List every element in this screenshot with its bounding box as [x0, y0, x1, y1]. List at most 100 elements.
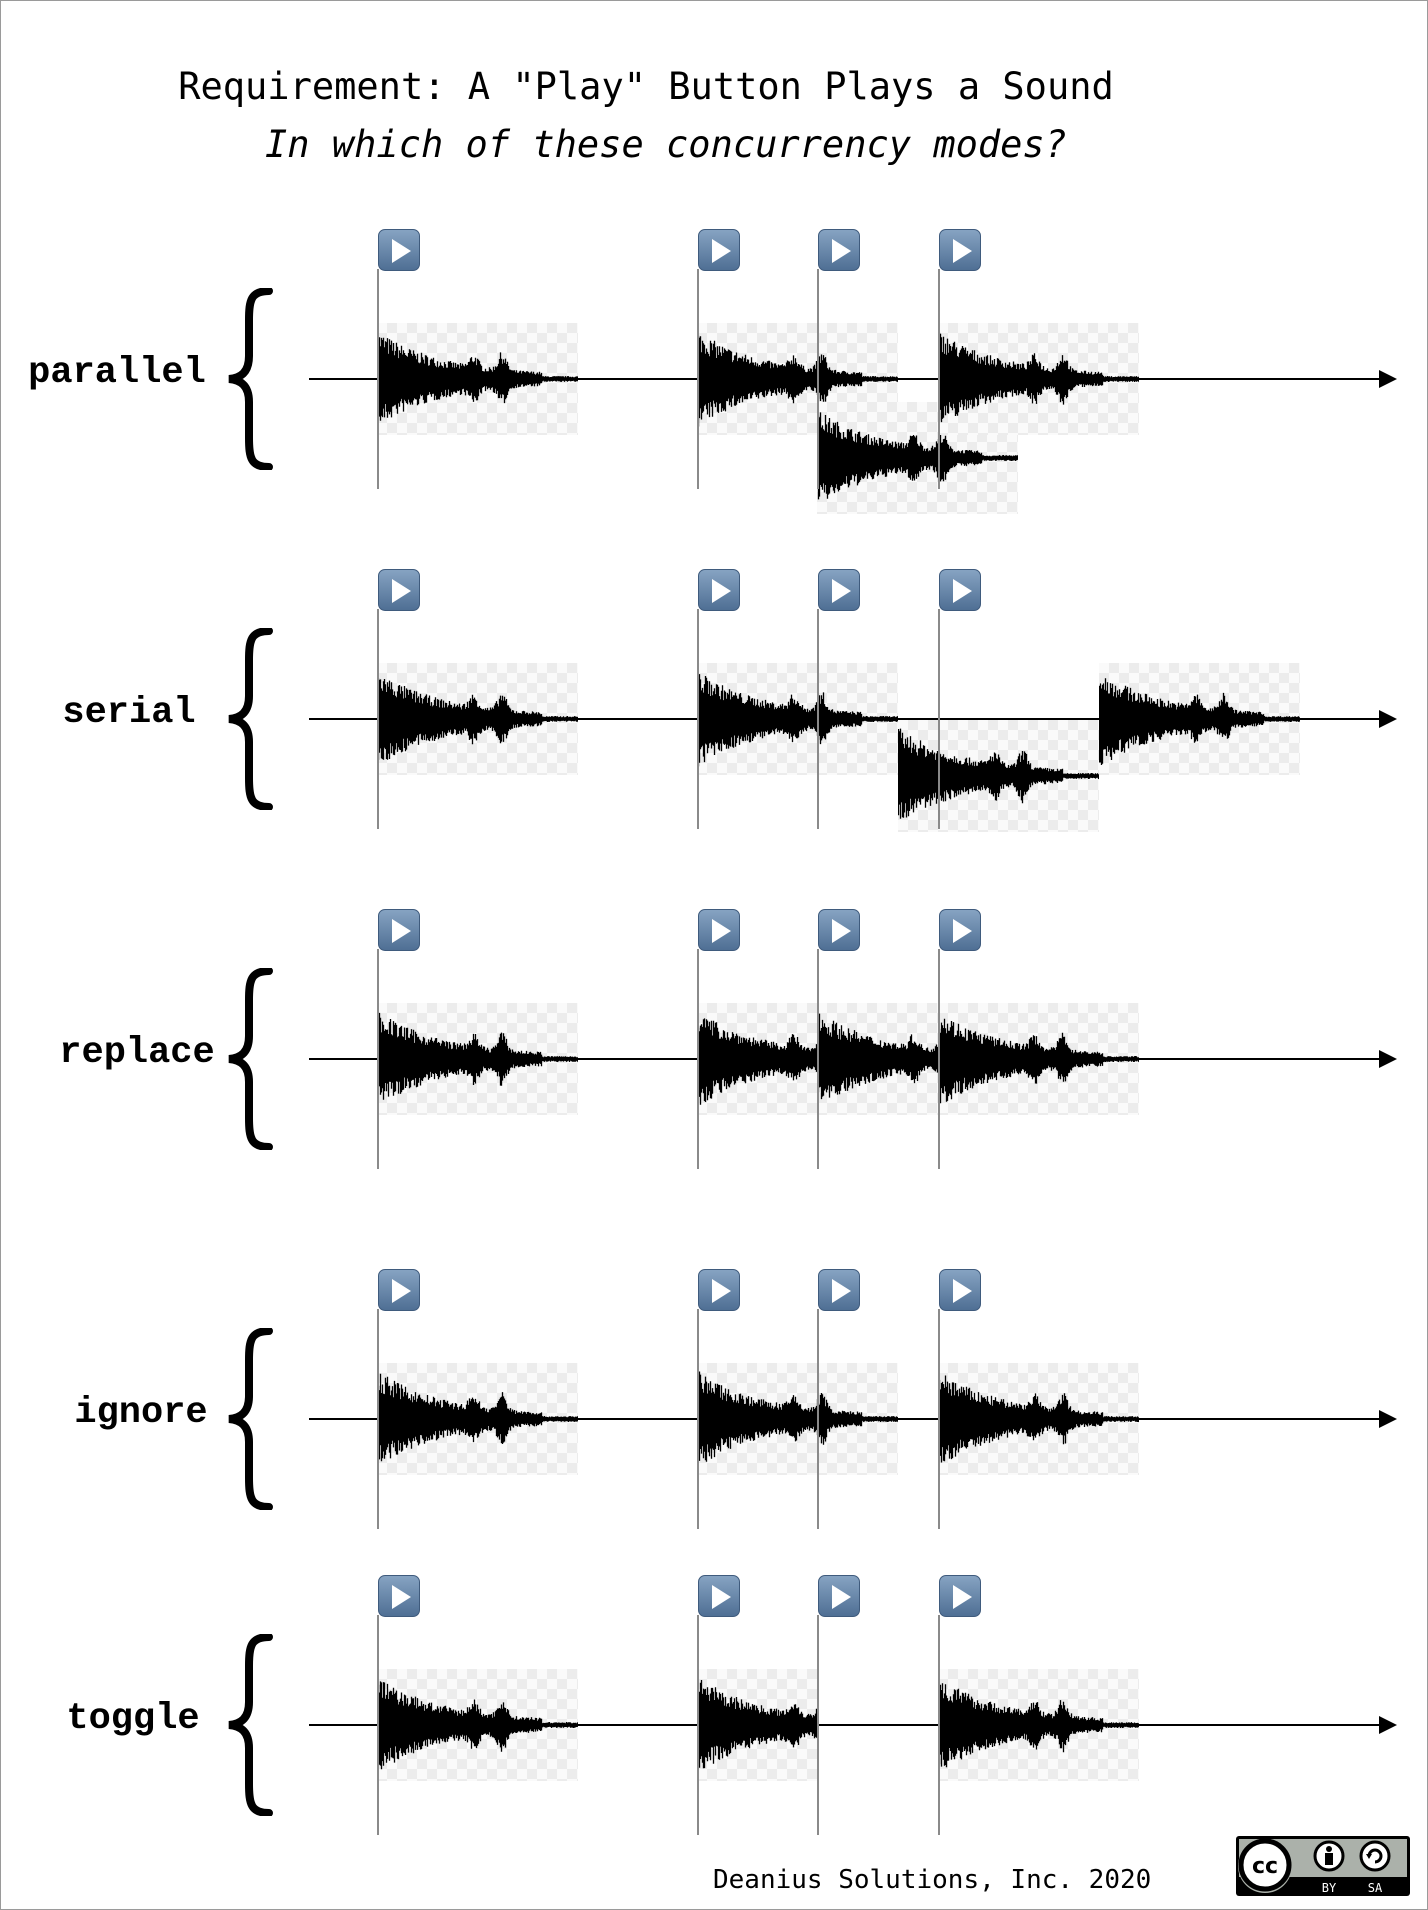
play-icon: [392, 919, 411, 943]
sound-waveform: [898, 720, 1099, 832]
play-button[interactable]: [698, 1269, 740, 1311]
arrow-right-icon: [1379, 1716, 1397, 1734]
play-icon: [712, 579, 731, 603]
play-button[interactable]: [939, 1269, 981, 1311]
play-icon: [832, 1279, 851, 1303]
play-button[interactable]: [939, 1575, 981, 1617]
play-icon: [832, 579, 851, 603]
arrow-right-icon: [1379, 1050, 1397, 1068]
sound-waveform: [938, 1003, 1139, 1115]
click-marker-line: [817, 269, 819, 489]
sa-text: SA: [1368, 1881, 1383, 1895]
play-button[interactable]: [378, 229, 420, 271]
play-icon: [712, 1279, 731, 1303]
click-marker-line: [697, 1309, 699, 1529]
play-button[interactable]: [939, 909, 981, 951]
brace-icon: [228, 628, 273, 810]
play-button[interactable]: [818, 909, 860, 951]
footer-credit: Deanius Solutions, Inc. 2020: [713, 1865, 1152, 1895]
sound-waveform: [697, 1003, 817, 1115]
play-icon: [832, 1585, 851, 1609]
sound-waveform: [377, 1003, 578, 1115]
play-button[interactable]: [378, 569, 420, 611]
play-icon: [392, 239, 411, 263]
sound-waveform: [377, 323, 578, 435]
row-replace: replace: [1, 1, 1427, 1169]
play-icon: [712, 239, 731, 263]
play-button[interactable]: [378, 909, 420, 951]
play-button[interactable]: [698, 1575, 740, 1617]
play-button[interactable]: [378, 1269, 420, 1311]
play-icon: [712, 919, 731, 943]
play-icon: [392, 1279, 411, 1303]
play-icon: [392, 1585, 411, 1609]
mode-label: replace: [59, 1032, 215, 1074]
click-marker-line: [697, 1615, 699, 1835]
sound-waveform: [697, 323, 898, 435]
sound-waveform: [938, 1363, 1139, 1475]
play-icon: [832, 239, 851, 263]
sound-waveform: [817, 1003, 938, 1115]
sound-waveform: [697, 1669, 817, 1781]
sound-waveform: [697, 1363, 898, 1475]
brace-icon: [228, 1328, 273, 1510]
play-button[interactable]: [818, 229, 860, 271]
play-button[interactable]: [818, 569, 860, 611]
arrow-right-icon: [1379, 710, 1397, 728]
click-marker-line: [697, 269, 699, 489]
play-icon: [953, 239, 972, 263]
play-icon: [953, 579, 972, 603]
play-button[interactable]: [818, 1269, 860, 1311]
page-subtitle: In which of these concurrency modes?: [265, 123, 1067, 166]
play-button[interactable]: [698, 909, 740, 951]
play-icon: [832, 919, 851, 943]
click-marker-line: [938, 1615, 940, 1835]
cc-by-sa-license-badge: cc BY SA: [1236, 1836, 1410, 1896]
row-parallel: parallel: [1, 1, 1427, 514]
click-marker-line: [377, 1309, 379, 1529]
sound-waveform: [938, 323, 1139, 435]
play-icon: [953, 1279, 972, 1303]
play-icon: [392, 579, 411, 603]
click-marker-line: [377, 269, 379, 489]
mode-label: serial: [62, 692, 196, 734]
play-button[interactable]: [939, 569, 981, 611]
click-marker-line: [377, 949, 379, 1169]
click-marker-line: [377, 1615, 379, 1835]
arrow-right-icon: [1379, 370, 1397, 388]
page-title: Requirement: A "Play" Button Plays a Sou…: [178, 65, 1114, 108]
timeline-axis: [309, 1724, 1383, 1726]
mode-label: toggle: [66, 1698, 200, 1740]
click-marker-line: [938, 949, 940, 1169]
sound-waveform: [938, 1669, 1139, 1781]
play-button[interactable]: [698, 569, 740, 611]
play-button[interactable]: [698, 229, 740, 271]
play-icon: [712, 1585, 731, 1609]
row-ignore: ignore: [1, 1, 1427, 1529]
click-marker-line: [817, 1309, 819, 1529]
sound-waveform: [1099, 663, 1300, 775]
row-serial: serial: [1, 1, 1427, 832]
click-marker-line: [817, 1615, 819, 1835]
mode-label: parallel: [28, 352, 206, 394]
arrow-right-icon: [1379, 1410, 1397, 1428]
click-marker-line: [938, 1309, 940, 1529]
sound-waveform: [377, 663, 578, 775]
mode-label: ignore: [74, 1392, 208, 1434]
sound-waveform: [697, 663, 898, 775]
click-marker-line: [938, 269, 940, 489]
sound-waveform: [377, 1669, 578, 1781]
brace-icon: [228, 968, 273, 1150]
click-marker-line: [697, 609, 699, 829]
play-icon: [953, 919, 972, 943]
play-button[interactable]: [939, 229, 981, 271]
click-marker-line: [377, 609, 379, 829]
play-button[interactable]: [818, 1575, 860, 1617]
cc-logo-text: cc: [1252, 1854, 1278, 1879]
click-marker-line: [817, 949, 819, 1169]
play-button[interactable]: [378, 1575, 420, 1617]
click-marker-line: [817, 609, 819, 829]
brace-icon: [228, 288, 273, 470]
row-toggle: toggle: [1, 1, 1427, 1835]
